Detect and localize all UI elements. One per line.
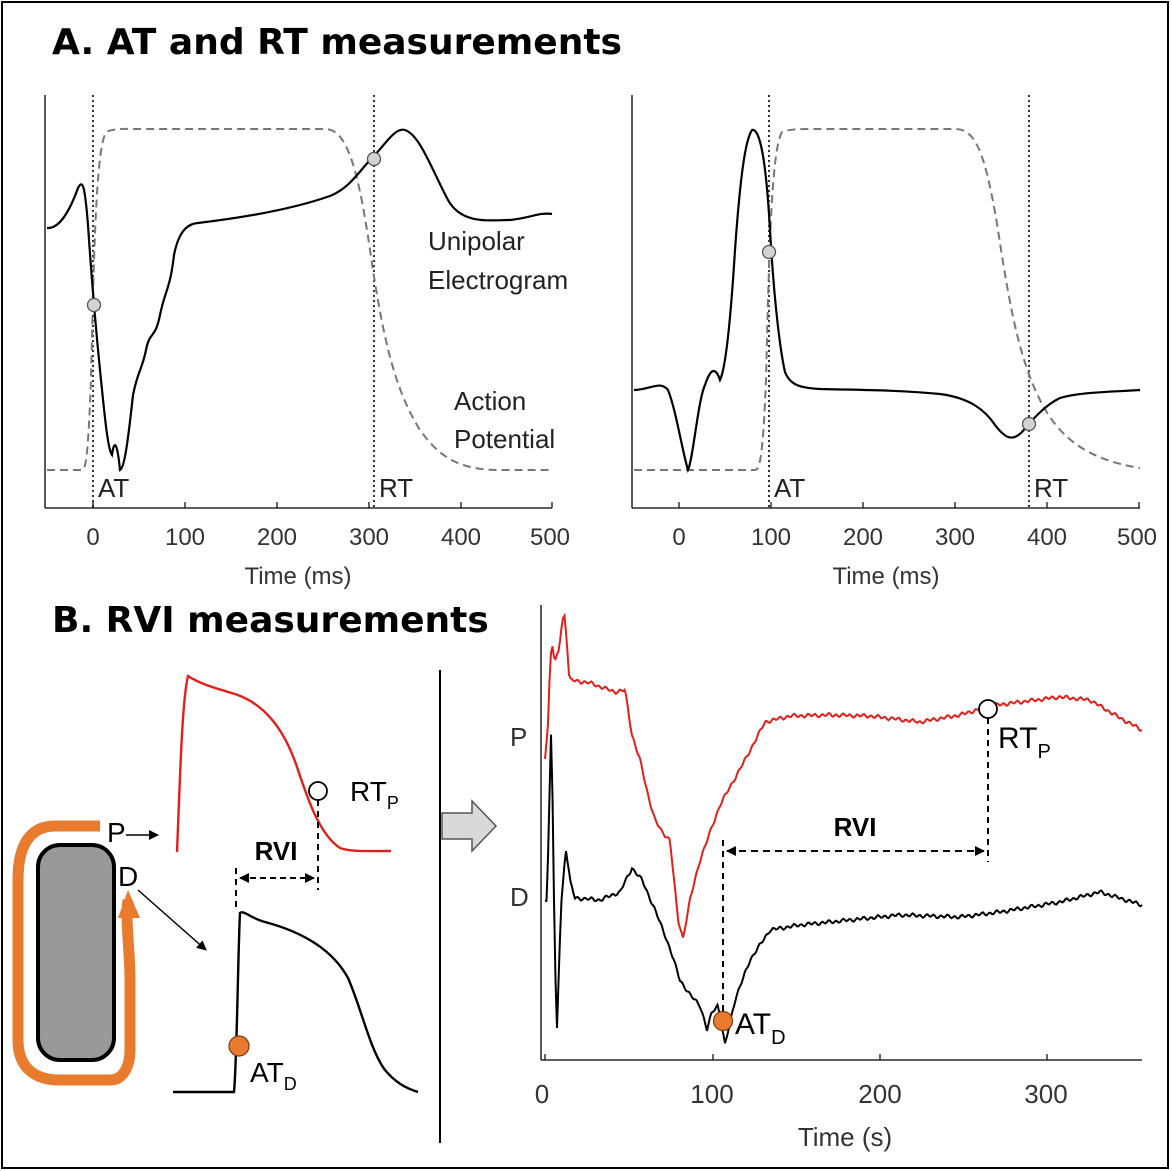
proximal-electrode-trace: [544, 612, 1143, 938]
unipolar-label: Unipolar: [428, 226, 525, 256]
right-rt-label: RT: [1034, 473, 1068, 503]
schematic-atd-point: [228, 1035, 250, 1057]
panel-a-left-plot: 0 100 200 300 400 500 Time (ms) AT RT Un…: [44, 95, 570, 590]
b-rtp-point: [978, 699, 998, 719]
right-x-tick-100: 100: [751, 524, 791, 551]
right-at-point: [761, 244, 777, 260]
right-x-tick-0: 0: [672, 524, 685, 551]
b-p-label: P: [510, 722, 527, 752]
right-x-tick-200: 200: [843, 524, 883, 551]
left-at-point: [86, 297, 102, 313]
left-unipolar-electrogram-trace: [46, 128, 553, 472]
schematic-rtp-label: RTP: [350, 776, 399, 813]
schematic-d-label: D: [118, 861, 138, 892]
b-rvi-label: RVI: [834, 812, 877, 842]
schematic-rtp-point: [308, 781, 328, 801]
electrogram-label: Electrogram: [428, 265, 568, 295]
orange-propagation-path: [12, 820, 136, 1086]
right-at-label: AT: [774, 473, 805, 503]
panel-b-title: B. RVI measurements: [52, 600, 489, 641]
distal-electrode-trace: [545, 734, 1143, 1044]
b-x-axis-label: Time (s): [798, 1122, 892, 1152]
left-x-tick-0: 0: [86, 524, 99, 551]
left-x-tick-300: 300: [349, 524, 389, 551]
transition-arrow: [441, 799, 498, 853]
b-rtp-label: RTP: [998, 722, 1051, 763]
potential-label: Potential: [454, 424, 555, 454]
schematic-p-label: P: [107, 817, 126, 848]
panel-b-schematic: P D RTP ATD RVI: [12, 674, 419, 1094]
panel-a-right-plot: 0 100 200 300 400 500 Time (ms) AT RT: [631, 95, 1157, 590]
b-x-tick-300: 300: [1024, 1079, 1067, 1109]
left-rt-point: [366, 151, 382, 167]
right-x-tick-400: 400: [1027, 524, 1067, 551]
right-x-tick-300: 300: [935, 524, 975, 551]
right-x-tick-500: 500: [1117, 524, 1157, 551]
orange-arrowhead: [118, 890, 140, 918]
left-x-axis-label: Time (ms): [244, 563, 351, 590]
panel-a-title: A. AT and RT measurements: [52, 22, 622, 63]
schematic-proximal-ap-trace: [175, 674, 392, 853]
b-x-tick-100: 100: [690, 1079, 733, 1109]
b-x-tick-0: 0: [535, 1079, 549, 1109]
b-x-tick-200: 200: [858, 1079, 901, 1109]
action-label: Action: [454, 386, 526, 416]
tissue-slab: [36, 843, 116, 1062]
d-pointer-arrow: [137, 889, 207, 951]
left-rt-label: RT: [379, 473, 413, 503]
b-atd-label: ATD: [735, 1008, 786, 1049]
left-x-tick-400: 400: [441, 524, 481, 551]
b-d-label: D: [510, 882, 529, 912]
panel-b-plot: 0 100 200 300 Time (s) P D RTP ATD RVI: [510, 605, 1143, 1152]
left-action-potential-trace: [47, 127, 552, 471]
right-x-axis-label: Time (ms): [832, 563, 939, 590]
left-at-label: AT: [98, 473, 129, 503]
schematic-rvi-label: RVI: [255, 836, 298, 866]
schematic-distal-ap-trace: [173, 911, 419, 1094]
left-x-tick-500: 500: [530, 524, 570, 551]
right-action-potential-trace: [634, 128, 1141, 471]
right-rt-point: [1021, 416, 1037, 432]
left-x-tick-100: 100: [165, 524, 205, 551]
right-unipolar-electrogram-trace: [633, 128, 1141, 473]
left-x-tick-200: 200: [257, 524, 297, 551]
b-atd-point: [712, 1010, 734, 1032]
schematic-atd-label: ATD: [250, 1057, 297, 1094]
